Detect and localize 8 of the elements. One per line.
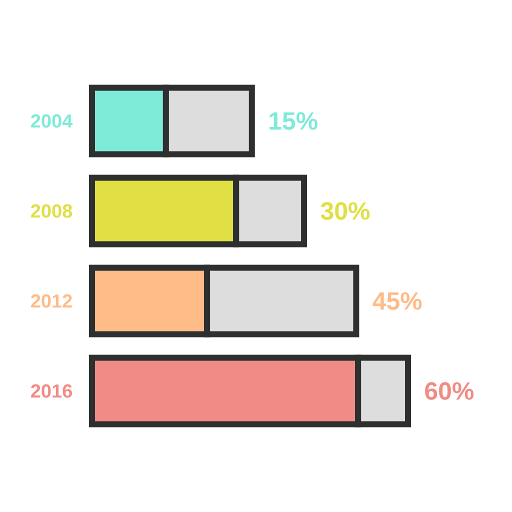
y-tick-label: 2016 [31,384,72,398]
y-tick-label: 2008 [31,204,72,218]
y-tick-label: 2004 [31,114,73,128]
annotation: 15% [270,112,318,130]
annotation: 45% [372,292,422,310]
y-tick-label: 2012 [31,294,72,308]
text: 60% [425,382,474,400]
annotation: 30% [320,202,370,220]
